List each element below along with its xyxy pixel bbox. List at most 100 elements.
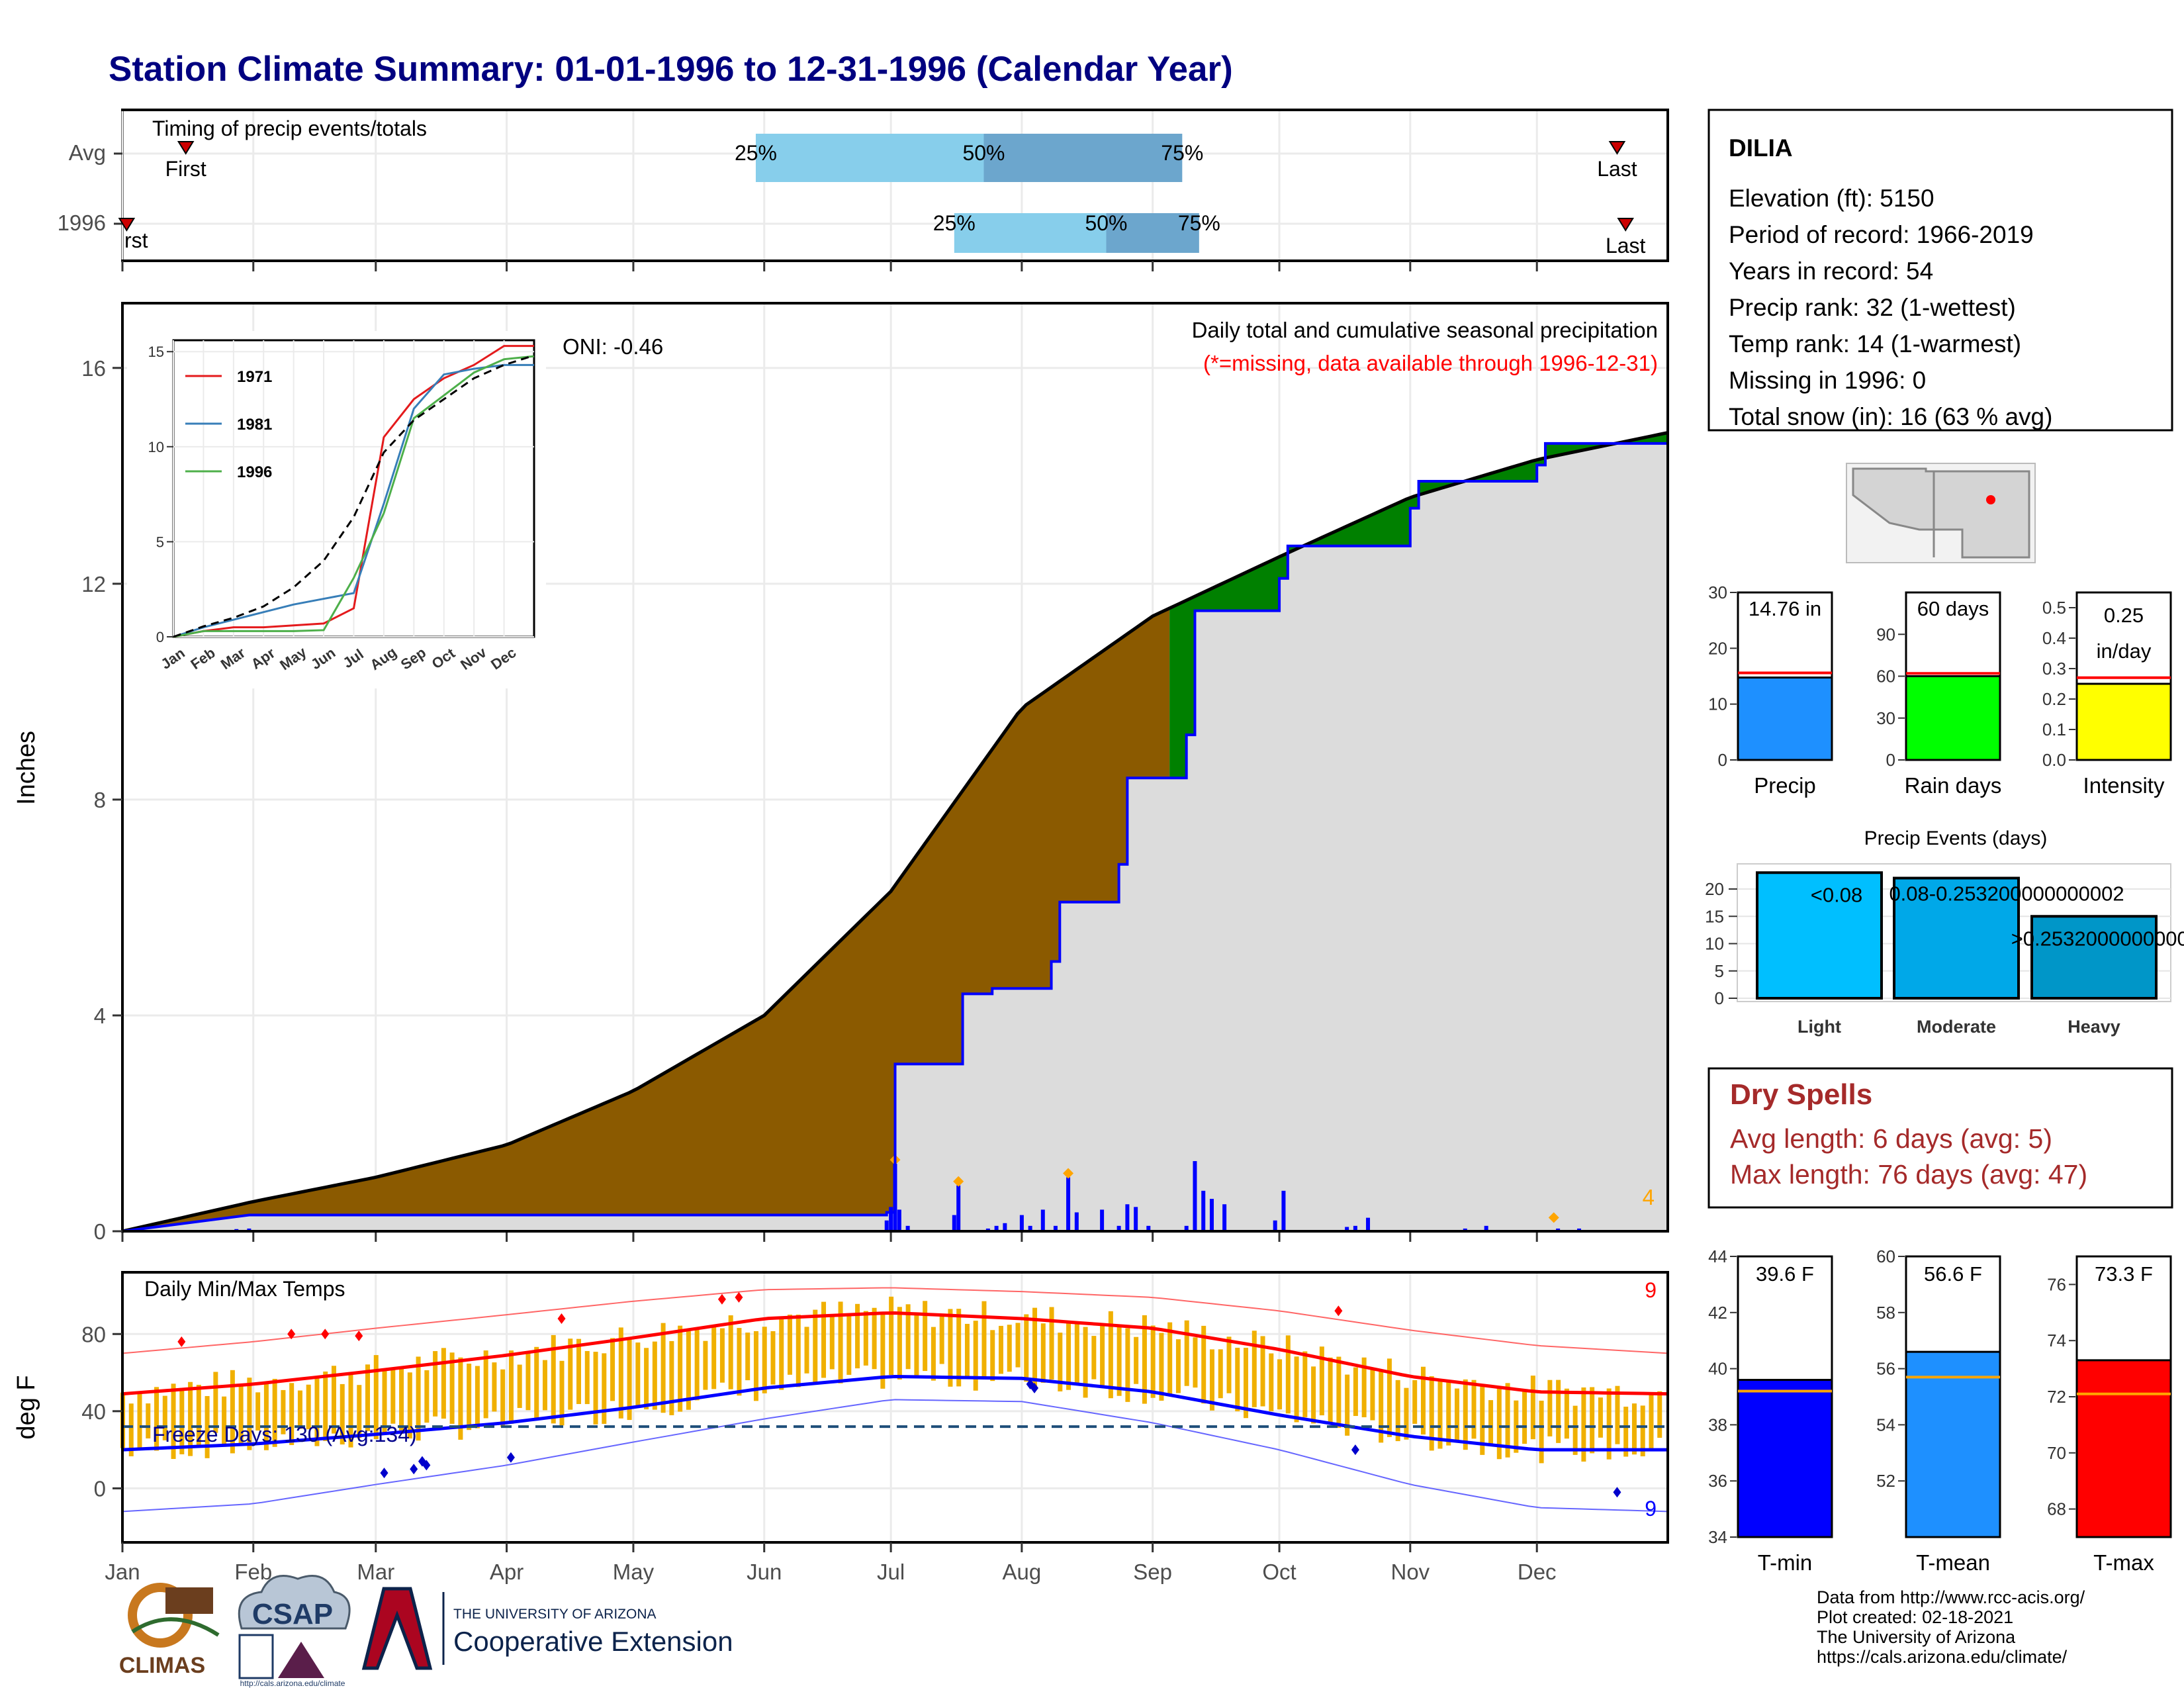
avg-cumulative-line: [122, 431, 1668, 1233]
daily-temp-range-bar: [1184, 1320, 1189, 1386]
timing-pct-label: 75%: [1178, 211, 1220, 235]
temp-bar-label: T-max: [2093, 1550, 2154, 1575]
daily-precip-bar: [889, 1207, 893, 1231]
daily-temp-range-bar: [458, 1357, 463, 1440]
daily-temp-range-bar: [1328, 1357, 1333, 1423]
daily-temp-range-bar: [492, 1362, 497, 1412]
daily-temp-range-bar: [306, 1384, 311, 1430]
temp-yaxis: 0 40 80: [81, 1322, 122, 1501]
daily-temp-range-bar: [1530, 1376, 1535, 1440]
mini-bar-ytick-label: 0.1: [2042, 720, 2066, 739]
daily-temp-range-bar: [534, 1346, 539, 1421]
daily-temp-range-bar: [939, 1314, 944, 1364]
daily-temp-range-bar: [602, 1353, 607, 1424]
first-label: rst: [124, 228, 148, 252]
inset-ytick-label: 15: [148, 344, 164, 360]
daily-temp-range-bar: [1100, 1324, 1105, 1385]
daily-precip-bar: [1222, 1204, 1227, 1231]
daily-temp-range-bar: [1032, 1307, 1038, 1389]
temp-bar-t-max: [2075, 1359, 2172, 1538]
record-low-marker: [380, 1468, 388, 1479]
daily-temp-range-bar: [796, 1314, 801, 1387]
station-info-line: Total snow (in): 16 (63 % avg): [1729, 403, 2052, 430]
month-label: Oct: [1262, 1560, 1296, 1584]
daily-temp-range-bar: [863, 1311, 868, 1366]
daily-temp-range-bar: [483, 1350, 488, 1419]
last-event-marker: [1608, 141, 1626, 155]
mini-bar-ytick-label: 0.4: [2042, 628, 2066, 648]
mini-bar-ytick-label: 30: [1708, 583, 1727, 602]
mini-bar-value: 60 days: [1917, 597, 1989, 620]
legend-1981: 1981: [237, 416, 272, 434]
daily-temp-range-bar: [813, 1309, 818, 1383]
temp-lines: [122, 1287, 1668, 1513]
daily-temp-range-bar: [669, 1340, 674, 1415]
daily-temp-range-bar: [357, 1385, 362, 1438]
daily-precip-bar: [985, 1228, 990, 1231]
daily-temp-range-bar: [1505, 1383, 1510, 1458]
dry-spells-title: Dry Spells: [1730, 1078, 1872, 1111]
daily-temp-range-bar: [1218, 1349, 1223, 1399]
daily-precip-bar: [1184, 1225, 1189, 1231]
daily-temp-range-bar: [424, 1370, 430, 1423]
station-info-line: Precip rank: 32 (1-wettest): [1729, 294, 2016, 321]
timing-bar-50-75: [1106, 213, 1199, 253]
daily-temp-range-bar: [1463, 1379, 1468, 1450]
timing-pct-label: 50%: [962, 141, 1005, 165]
daily-temp-range-bar: [1657, 1391, 1662, 1438]
record-min-line: [122, 1399, 1668, 1513]
daily-precip-bar: [1463, 1228, 1467, 1231]
daily-temp-range-bar: [382, 1370, 387, 1434]
timing-panel: Timing of precip events/totals Avg 1996 …: [58, 109, 1669, 271]
daily-temp-range-bar: [1108, 1311, 1113, 1399]
daily-temp-range-bar: [1631, 1403, 1637, 1455]
events-bar-moderate: [1893, 876, 2020, 1000]
temp-bar-ytick-label: 70: [2047, 1443, 2066, 1463]
daily-temp-range-bar: [762, 1327, 767, 1393]
daily-temp-range-bar: [179, 1387, 185, 1454]
daily-temp-range-bar: [1547, 1380, 1553, 1436]
mini-bar-ytick-label: 0: [1718, 750, 1727, 770]
daily-temp-range-bar: [1251, 1331, 1257, 1407]
record-high-marker: [1334, 1305, 1343, 1317]
daily-temp-range-bar: [399, 1368, 404, 1434]
timing-bar-50-75: [983, 134, 1183, 182]
events-ytick-label: 15: [1705, 906, 1724, 926]
month-label: Aug: [1003, 1560, 1042, 1584]
record-precip-marker: [953, 1176, 964, 1187]
ua-logo: THE UNIVERSITY OF ARIZONA Cooperative Ex…: [361, 1587, 733, 1670]
temp-summary-bars: 34 36 38 40 42 44 39.6 F T-min 52 54 56 58 60 56.6 F T…: [1708, 1246, 2172, 1575]
daily-temp-range-bar: [1175, 1339, 1181, 1393]
missing-note: (*=missing, data available through 1996-…: [1203, 351, 1658, 375]
daily-temp-range-bar: [1598, 1397, 1603, 1438]
mini-bar-value-unit: in/day: [2097, 639, 2152, 663]
daily-temp-range-bar: [542, 1360, 547, 1411]
temp-bar-ytick-label: 42: [1708, 1303, 1727, 1323]
events-bar-text: <0.08: [1811, 883, 1862, 906]
daily-temp-range-bar: [1496, 1387, 1502, 1460]
daily-temp-range-bar: [1294, 1356, 1299, 1423]
daily-precip-bar: [1100, 1209, 1105, 1231]
record-high-marker: [355, 1331, 363, 1342]
timing-pct-label: 50%: [1085, 211, 1127, 235]
daily-temp-range-bar: [931, 1327, 936, 1381]
mini-bar-ytick-label: 30: [1876, 708, 1895, 728]
climas-logo: CLIMAS: [119, 1583, 220, 1678]
events-bars: 0 5 10 15 20 <0.08 Light 0.08-0.253200000000002…: [1705, 871, 2184, 1037]
daily-temp-range-bar: [171, 1383, 176, 1460]
climas-text: CLIMAS: [119, 1653, 205, 1678]
events-bar-label: Light: [1797, 1017, 1841, 1037]
record-high-marker: [321, 1329, 330, 1340]
daily-temp-range-bar: [703, 1340, 708, 1390]
temp-bar-ytick-label: 44: [1708, 1246, 1727, 1266]
timing-bar-25-50: [954, 213, 1107, 253]
daily-temp-range-bar: [1514, 1400, 1519, 1453]
record-max-line: [122, 1287, 1668, 1354]
events-bar-label: Heavy: [2068, 1017, 2120, 1037]
temp-panel-frame: [121, 1271, 1669, 1544]
daily-temp-range-bar: [222, 1396, 227, 1447]
temp-bar-ytick-label: 34: [1708, 1527, 1727, 1547]
inset-line-1996: [173, 355, 535, 638]
record-precip-marker: [1063, 1168, 1074, 1179]
